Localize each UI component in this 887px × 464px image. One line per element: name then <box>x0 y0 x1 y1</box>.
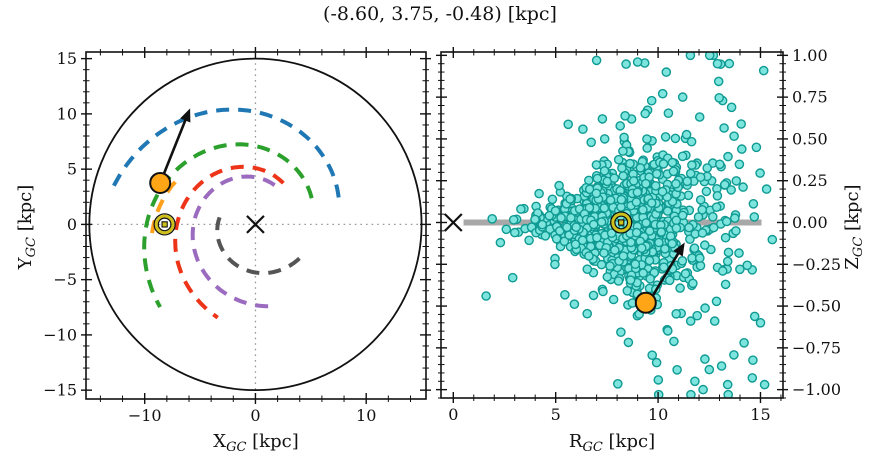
xy-plane-spines <box>85 51 427 400</box>
svg-text:15: 15 <box>750 405 770 424</box>
rz-plot: 0 5 10 15 1.00 0.75 0.50 0.25 0.00 −0.25 −0.50 −0.7… <box>436 46 841 424</box>
svg-text:0.75: 0.75 <box>792 88 828 107</box>
scatter-points <box>481 52 778 398</box>
svg-text:−1.00: −1.00 <box>792 380 841 399</box>
xy-sun-marker <box>153 213 176 236</box>
spiral-blue-arm <box>108 107 341 198</box>
svg-text:−0.75: −0.75 <box>792 338 841 357</box>
xy-yaxis-label-base: Y <box>15 257 36 270</box>
svg-text:0.25: 0.25 <box>792 171 828 190</box>
xy-velocity-arrow <box>158 108 191 184</box>
svg-text:−10: −10 <box>43 325 77 344</box>
svg-text:−15: −15 <box>43 381 77 400</box>
spiral-arms <box>108 107 341 320</box>
rz-sun-marker <box>610 211 633 234</box>
xy-xaxis-label-unit: [kpc] <box>246 431 299 452</box>
figure-title: (-8.60, 3.75, -0.48) [kpc] <box>323 3 557 25</box>
spiral-green-arm <box>142 142 314 309</box>
svg-text:−0.25: −0.25 <box>792 255 841 274</box>
xy-yaxis-label-unit: [kpc] <box>15 184 36 238</box>
xy-plane-axes: −10 0 10 15 10 5 0 −5 −10 −15 <box>43 47 431 425</box>
spiral-purple-arm <box>190 174 276 309</box>
rz-plane-spines <box>440 51 784 399</box>
xy-xaxis-label: XGC [kpc] <box>86 431 426 455</box>
xy-plot: −10 0 10 15 10 5 0 −5 −10 −15 <box>43 47 431 425</box>
spiral-red-arm <box>173 164 285 320</box>
rz-yaxis-label-base: Z <box>842 257 863 270</box>
rz-yaxis-label: ZGC [kpc] <box>842 147 866 307</box>
svg-text:1.00: 1.00 <box>792 46 828 65</box>
svg-text:5: 5 <box>551 405 561 424</box>
rz-xaxis-label-sub: GC <box>582 440 603 455</box>
svg-text:10: 10 <box>648 405 668 424</box>
rz-yaxis-label-sub: GC <box>851 236 866 258</box>
rz-xaxis-label: RGC [kpc] <box>441 431 783 455</box>
svg-text:10: 10 <box>356 406 376 425</box>
svg-text:0.50: 0.50 <box>792 129 828 148</box>
xy-galactic-center-marker <box>246 215 265 234</box>
spiral-gray-arm <box>215 216 305 276</box>
xy-xaxis-label-sub: GC <box>226 440 247 455</box>
spiral-orange-local-arm <box>149 180 177 240</box>
xy-plane-ticks: −10 0 10 15 10 5 0 −5 −10 −15 <box>43 47 431 425</box>
rz-xaxis-label-unit: [kpc] <box>602 431 656 452</box>
rz-xaxis-label-base: R <box>568 431 583 452</box>
rz-object-marker <box>634 291 657 314</box>
svg-text:−0.50: −0.50 <box>792 297 841 316</box>
svg-text:0: 0 <box>448 405 458 424</box>
crosshair-lines <box>86 52 426 399</box>
svg-text:5: 5 <box>67 160 77 179</box>
xy-yaxis-label-sub: GC <box>24 237 39 258</box>
rz-yaxis-label-unit: [kpc] <box>842 184 863 237</box>
svg-text:10: 10 <box>57 104 77 123</box>
svg-text:−5: −5 <box>53 270 77 289</box>
xy-object-marker <box>149 171 172 194</box>
svg-text:0.00: 0.00 <box>792 213 828 232</box>
rz-galactic-center-marker <box>444 213 463 232</box>
svg-text:−10: −10 <box>128 406 162 425</box>
svg-text:0: 0 <box>67 215 77 234</box>
svg-text:0: 0 <box>250 406 260 425</box>
svg-text:15: 15 <box>57 49 77 68</box>
rz-plane-axes: 0 5 10 15 1.00 0.75 0.50 0.25 0.00 −0.25 −0.50 −0.7… <box>436 46 841 424</box>
xy-xaxis-label-base: X <box>213 431 227 452</box>
xy-yaxis-label: YGC [kpc] <box>15 147 39 307</box>
